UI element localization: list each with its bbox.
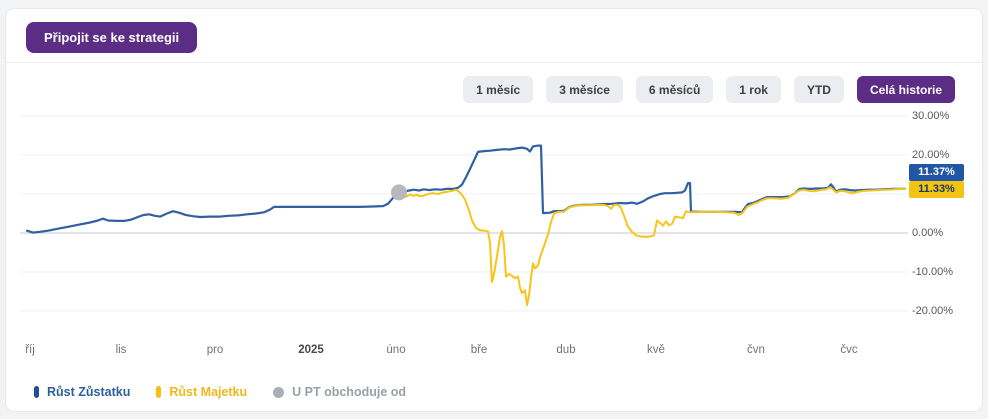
join-strategy-button[interactable]: Připojit se ke strategii — [26, 22, 198, 53]
balance-growth-value-badge: 11.37% — [909, 164, 964, 181]
trading-since-marker-icon — [273, 386, 285, 398]
x-tick-label: 2025 — [298, 344, 324, 356]
x-tick-label: pro — [206, 344, 224, 356]
y-tick-label: 0.00% — [912, 227, 944, 239]
legend-item-asset-growth[interactable]: Růst Majetku — [156, 385, 247, 399]
range-button-full-history[interactable]: Celá historie — [856, 76, 955, 103]
asset-growth-value-badge: 11.33% — [909, 181, 964, 198]
x-tick-label: dub — [556, 344, 576, 356]
time-range-selector: 1 měsíc 3 měsíce 6 měsíců 1 rok YTD Celá… — [463, 76, 955, 103]
x-tick-label: úno — [386, 344, 406, 356]
chart-legend: Růst Zůstatku Růst Majetku U PT obchoduj… — [34, 385, 406, 399]
range-button-1m[interactable]: 1 měsíc — [463, 76, 534, 103]
y-tick-label: 30.00% — [912, 110, 950, 122]
x-tick-label: bře — [470, 344, 488, 356]
asset-growth-marker-icon — [156, 386, 162, 398]
x-tick-label: kvě — [647, 344, 665, 356]
range-button-3m[interactable]: 3 měsíce — [546, 76, 623, 103]
y-tick-label: -10.00% — [912, 266, 953, 278]
range-button-1y[interactable]: 1 rok — [726, 76, 781, 103]
legend-label: Růst Zůstatku — [47, 385, 131, 399]
y-tick-label: -20.00% — [912, 305, 953, 317]
legend-label: U PT obchoduje od — [292, 385, 407, 399]
legend-item-trading-since[interactable]: U PT obchoduje od — [273, 385, 406, 399]
x-tick-label: říj — [25, 344, 35, 356]
card-header: Připojit se ke strategii — [6, 9, 982, 63]
balance-growth-marker-icon — [34, 386, 39, 398]
y-tick-label: 20.00% — [912, 149, 950, 161]
x-tick-label: lis — [115, 344, 127, 356]
legend-label: Růst Majetku — [169, 385, 248, 399]
range-button-6m[interactable]: 6 měsíců — [635, 76, 714, 103]
range-button-ytd[interactable]: YTD — [793, 76, 844, 103]
x-tick-label: čvn — [747, 344, 765, 356]
x-tick-label: čvc — [840, 344, 858, 356]
legend-item-balance-growth[interactable]: Růst Zůstatku — [34, 385, 130, 399]
